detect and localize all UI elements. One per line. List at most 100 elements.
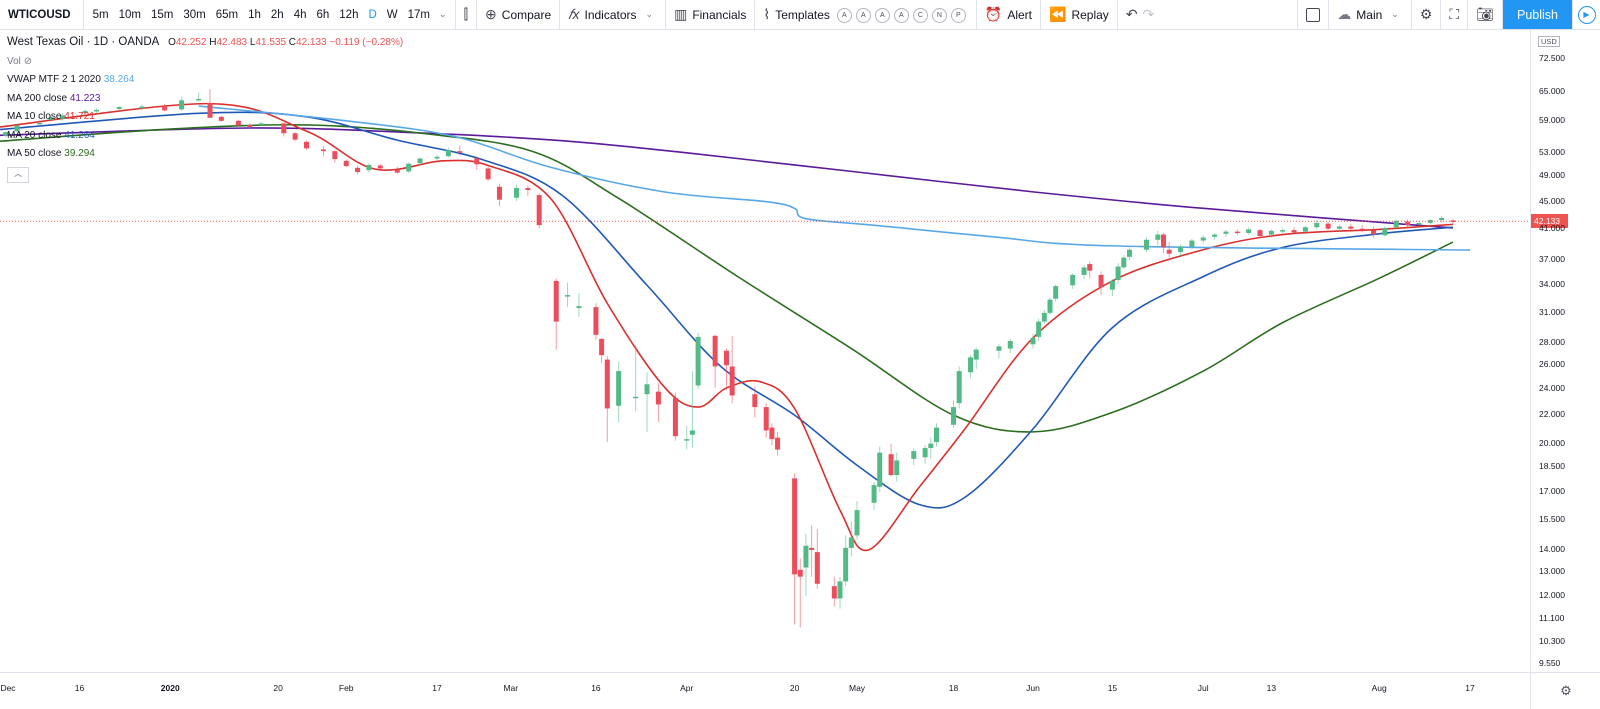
candle-body [633,396,639,399]
chevron-down-icon: ⌄ [645,9,654,19]
interval-10m[interactable]: 10m [118,8,141,21]
close-value: 42.133 [296,37,327,48]
indicator-legend-item[interactable]: MA 50 close 39.294 [7,145,403,164]
snapshot-button[interactable]: 📷︎ [1468,0,1503,29]
replay-button[interactable]: ⏪ Replay [1041,0,1118,29]
time-axis[interactable]: Dec 16 2020 20 Feb 17 Mar 16 Apr 20 May 18 Jun 15 Jul 1… [0,672,1530,709]
template-circle[interactable]: N [931,8,947,23]
interval-w[interactable]: W [386,8,398,21]
publish-button[interactable]: Publish [1503,0,1572,29]
indicators-button[interactable]: 𝑓x Indicators ⌄ [560,0,667,29]
template-circle[interactable]: A [893,8,909,23]
fullscreen-button[interactable]: ⛶ [1441,0,1469,29]
indicator-legend-item[interactable]: MA 10 close 41.721 [7,108,403,127]
price-tick-label: 59.000 [1539,114,1565,125]
fx-icon: 𝑓x [568,6,580,22]
interval-17m[interactable]: 17m [407,8,431,21]
indicator-legend-item[interactable]: VWAP MTF 2 1 2020 38.264 [7,71,403,90]
price-tick-label: 37.000 [1539,254,1565,265]
interval-12h[interactable]: 12h [339,8,359,21]
candle [1314,220,1320,230]
time-tick-label: May [848,683,866,693]
interval-5m[interactable]: 5m [92,8,109,21]
candle [775,431,781,456]
indicator-legend-item[interactable]: MA 200 close 41.223 [7,90,403,109]
chart-settings-button[interactable]: ⚙ [1530,672,1600,709]
candle-body [1268,230,1274,235]
candle-body [196,98,202,101]
template-circle[interactable]: A [874,8,890,23]
candle-body [695,336,701,386]
template-circle[interactable]: P [950,8,966,23]
candle [1427,218,1433,226]
compare-label: Compare [501,7,552,22]
alert-button[interactable]: ⏰ Alert [977,0,1042,29]
interval-4h[interactable]: 4h [293,8,307,21]
interval-15m[interactable]: 15m [150,8,174,21]
price-chart[interactable] [0,30,1530,672]
collapse-legend-button[interactable]: ︿ [7,166,29,183]
candle-body [973,349,979,360]
candle-body [1126,249,1132,257]
candle [1234,229,1240,236]
symbol-search-button[interactable]: WTICOUSD [0,0,84,29]
financials-button[interactable]: ▥ Financials [666,0,756,29]
price-axis[interactable]: USD 42.133 72.500 65.000 59.000 53.000 49.00… [1530,30,1600,678]
play-button[interactable]: ▶ [1572,0,1600,29]
candle [553,278,559,350]
chevron-down-icon[interactable]: ⌄ [439,9,447,19]
candle [1109,279,1115,296]
compare-button[interactable]: ⊕ Compare [477,0,561,29]
templates-button[interactable]: ⌇ Templates A A A A C N P [755,0,977,29]
candle [116,106,122,111]
candle [1325,222,1331,231]
candle-body [888,454,894,475]
settings-button[interactable]: ⚙ [1412,0,1442,29]
volume-legend[interactable]: Vol ⊘ [7,53,403,72]
chart-legend: West Texas Oil · 1D · OANDA O42.252 H42.… [7,33,403,183]
candle [695,332,701,390]
gear-icon: ⚙ [1560,683,1572,698]
interval-30m[interactable]: 30m [183,8,206,21]
eye-off-icon[interactable]: ⊘ [23,55,33,67]
interval-65m[interactable]: 65m [215,8,239,21]
candle [218,115,224,122]
indicator-name: MA 200 close [7,92,70,104]
high-value: 42.483 [216,37,248,48]
candle [599,337,605,364]
interval-2h[interactable]: 2h [270,8,284,21]
candle-body [684,439,690,441]
candle-body [3,132,9,136]
fullscreen-icon: ⛶ [1449,6,1460,22]
interval-6h[interactable]: 6h [316,8,330,21]
open-value: 42.252 [175,37,207,48]
time-tick-label: Apr [680,683,694,693]
price-tick-label: 22.000 [1539,409,1565,420]
interval-d[interactable]: D [368,8,377,21]
candle-body [355,167,361,173]
candle-body [1115,266,1121,281]
candle-body [82,110,88,113]
price-tick-label: 34.000 [1539,279,1565,290]
chart-style-button[interactable]: ⫿ [456,0,478,29]
template-circle[interactable]: A [855,8,871,23]
layout-button[interactable]: ☁ Main ⌄ [1329,0,1412,29]
template-circle[interactable]: C [912,8,928,23]
undo-icon[interactable]: ↶ [1125,6,1138,22]
interval-1h[interactable]: 1h [248,8,261,21]
candle [1036,318,1042,342]
fullscreen-select-button[interactable] [1297,0,1330,29]
candle-body [576,306,582,309]
redo-icon[interactable]: ↷ [1142,6,1155,22]
candle-body [417,158,423,164]
candle [593,303,599,341]
indicator-name: MA 20 close [7,129,65,141]
candle [1359,225,1365,233]
candle [207,89,213,118]
candle-body [604,359,610,409]
candle-body [1405,221,1411,226]
indicator-legend-item[interactable]: MA 20 close 41.264 [7,127,403,146]
template-circle[interactable]: A [836,8,852,23]
candle-body [394,169,400,173]
candle [1126,247,1132,261]
